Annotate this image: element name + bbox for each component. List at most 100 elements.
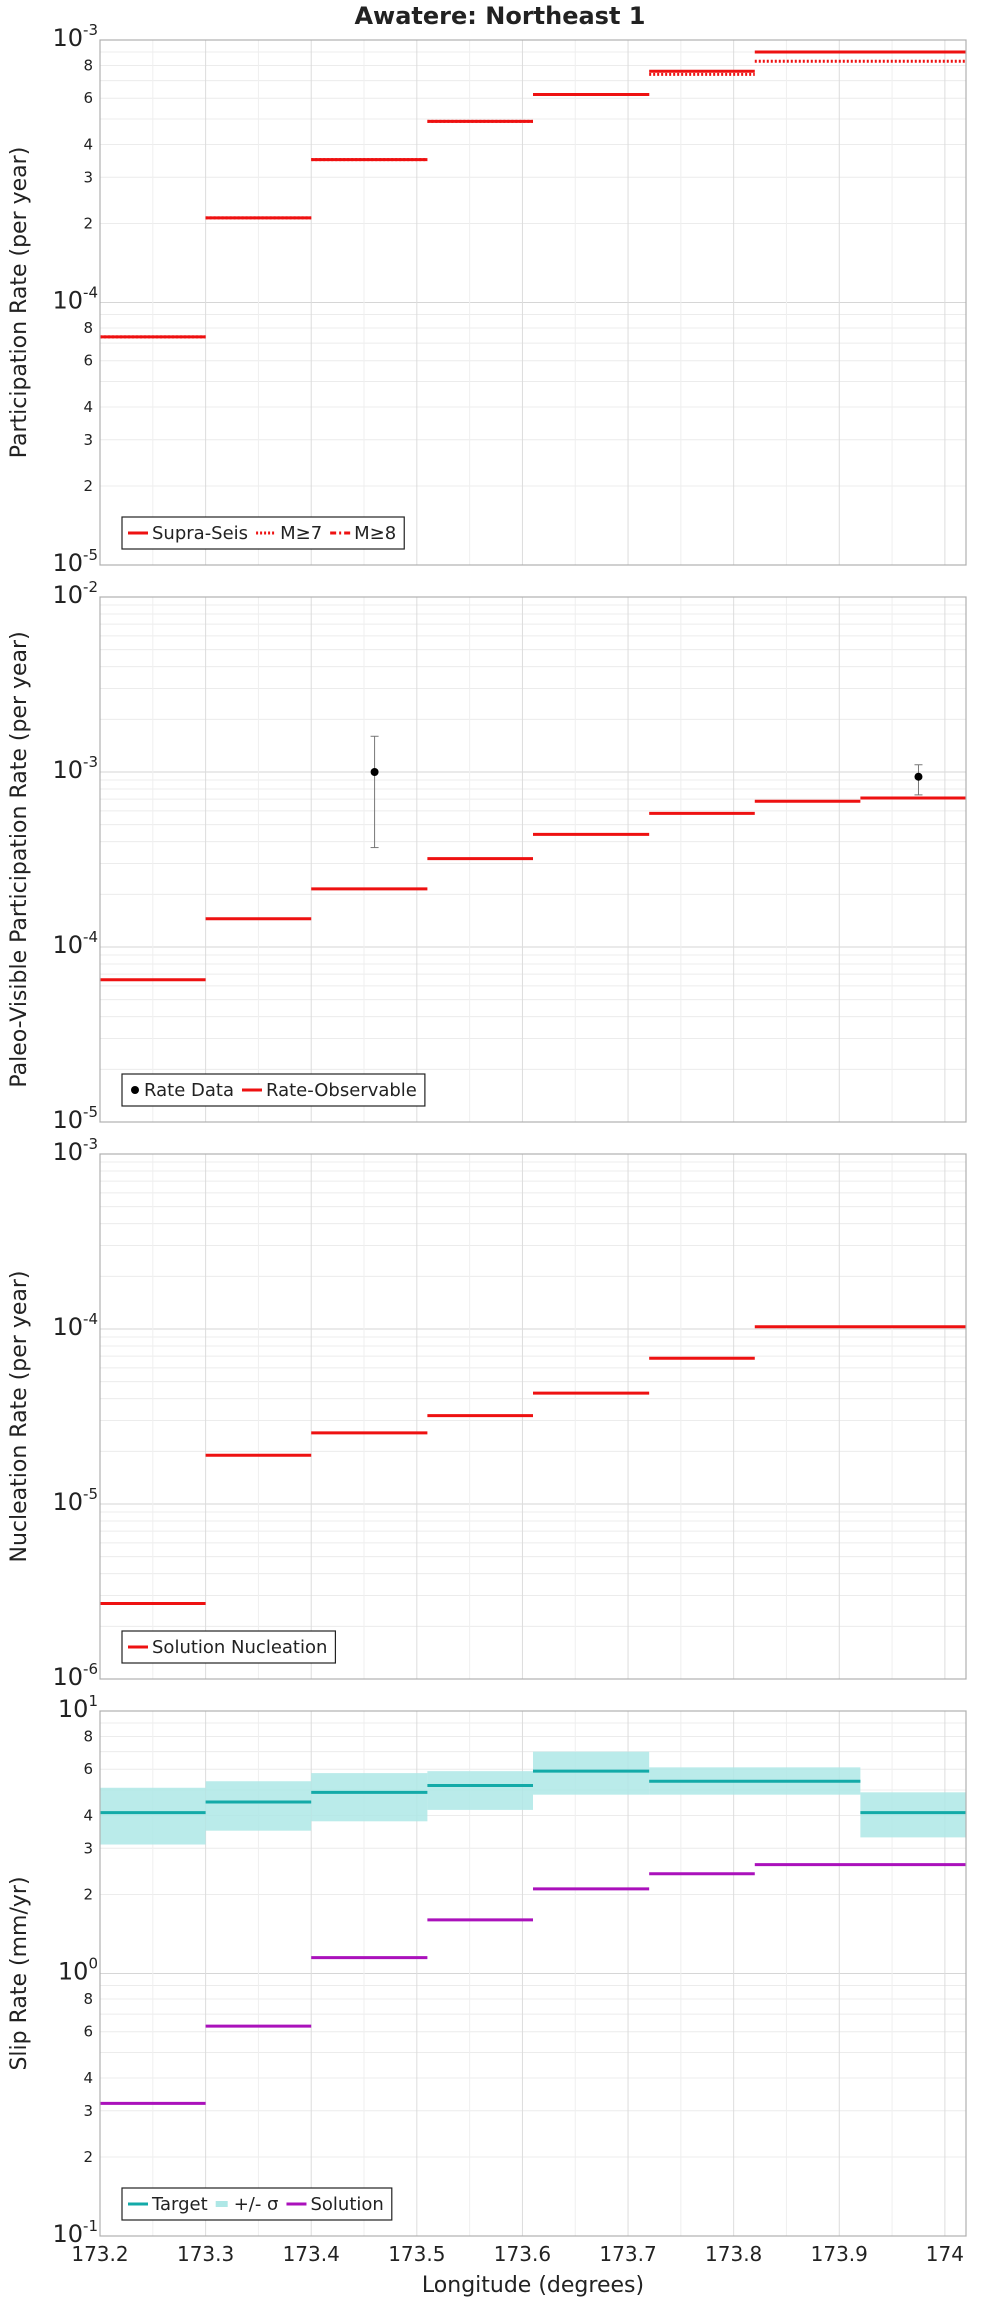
legend-item: Solution — [286, 2194, 384, 2215]
y-tick-label: 10-2 — [52, 578, 98, 609]
band-segment — [311, 1773, 428, 1822]
legend-box — [121, 2187, 393, 2221]
y-minor-tick-label: 2 — [83, 477, 93, 495]
band-segment — [100, 1787, 206, 1845]
y-minor-tick-label: 3 — [83, 1839, 93, 1857]
plot-frame — [99, 1153, 967, 1680]
y-minor-tick-label: 6 — [83, 2023, 93, 2041]
y-minor-tick-label: 3 — [83, 168, 93, 186]
y-minor-tick-label: 4 — [83, 2069, 93, 2087]
y-minor-tick-label: 8 — [83, 56, 93, 74]
band-segment — [860, 1792, 966, 1838]
y-minor-tick-label: 3 — [83, 431, 93, 449]
y-minor-tick-label: 4 — [83, 1806, 93, 1824]
legend-label: Target — [151, 2194, 208, 2215]
figure-title: Awatere: Northeast 1 — [354, 2, 645, 30]
legend-label: +/- σ — [234, 2194, 279, 2215]
y-tick-label: 10-6 — [52, 1660, 98, 1691]
legend-label: Solution Nucleation — [152, 1637, 327, 1658]
y-tick-label: 10-3 — [52, 753, 98, 784]
legend: Supra-Seis M≥7 M≥8 — [121, 516, 405, 550]
data-point-1 — [370, 735, 379, 849]
legend-item: M≥7 — [256, 523, 322, 544]
y-axis-label: Participation Rate (per year) — [7, 147, 32, 459]
band-segment — [205, 1781, 312, 1831]
x-tick-label: 173.6 — [494, 2242, 551, 2266]
x-tick-label: 173.2 — [71, 2242, 128, 2266]
legend-item: Rate-Observable — [241, 1080, 417, 1101]
x-tick-label: 173.9 — [811, 2242, 868, 2266]
y-tick-label: 10-5 — [52, 1103, 98, 1134]
x-tick-label: 173.8 — [705, 2242, 762, 2266]
series-2 — [100, 1863, 966, 2105]
legend-label: Supra-Seis — [152, 523, 248, 544]
legend-box — [121, 516, 405, 550]
y-tick-label: 10-3 — [52, 1135, 98, 1166]
series-1 — [100, 796, 966, 982]
gridlines — [99, 40, 966, 566]
y-tick-label: 10-5 — [52, 1485, 98, 1516]
y-tick-label: 10-4 — [52, 928, 98, 959]
y-axis-label: Nucleation Rate (per year) — [7, 1271, 32, 1563]
legend-item: Target — [128, 2194, 208, 2215]
y-minor-tick-label: 8 — [83, 1990, 93, 2008]
y-minor-tick-label: 8 — [83, 319, 93, 337]
rate-data-point — [914, 772, 923, 781]
y-minor-tick-label: 2 — [83, 214, 93, 232]
plot-frame — [99, 1710, 967, 2237]
legend-item: Supra-Seis — [128, 523, 248, 544]
legend-label: Solution — [310, 2194, 383, 2215]
legend-label: M≥8 — [354, 523, 396, 544]
y-minor-tick-label: 6 — [83, 352, 93, 370]
x-tick-label: 174 — [926, 2242, 964, 2266]
legend-item: +/- σ — [215, 2194, 279, 2215]
x-tick-label: 173.5 — [388, 2242, 445, 2266]
y-tick-label: 10-3 — [52, 21, 98, 52]
legend-marker — [215, 2201, 228, 2207]
legend: Solution Nucleation — [121, 1630, 337, 1664]
y-axis-label: Slip Rate (mm/yr) — [7, 1876, 32, 2070]
y-minor-tick-label: 2 — [83, 1885, 93, 1903]
band-segment — [427, 1771, 533, 1810]
y-minor-tick-label: 8 — [83, 1727, 93, 1745]
legend-box — [121, 1630, 337, 1664]
chart-panel-3: 10-6 10-5 10-4 10-3 Nucleation Rate (per yea… — [7, 1135, 967, 1691]
chart-panel-2: 10-5 10-4 10-3 10-2 Paleo-Visible Participat… — [7, 578, 967, 1134]
y-tick-label: 10-5 — [52, 546, 98, 577]
y-minor-tick-label: 4 — [83, 398, 93, 416]
legend-label: Rate Data — [144, 1080, 234, 1101]
legend: Rate Data Rate-Observable — [121, 1073, 426, 1107]
y-minor-tick-label: 6 — [83, 89, 93, 107]
y-minor-tick-label: 6 — [83, 1760, 93, 1778]
legend: Target +/- σ Solution — [121, 2187, 393, 2221]
band-segment — [533, 1751, 650, 1795]
y-tick-label: 10-4 — [52, 284, 98, 315]
y-axis-label: Paleo-Visible Participation Rate (per ye… — [7, 631, 32, 1087]
y-minor-tick-label: 2 — [83, 2148, 93, 2166]
y-minor-tick-label: 3 — [83, 2102, 93, 2120]
y-tick-label: 10-4 — [52, 1310, 98, 1341]
legend-label: M≥7 — [280, 523, 322, 544]
y-tick-label: 101 — [58, 1692, 98, 1723]
x-tick-label: 173.7 — [599, 2242, 656, 2266]
series-2 — [100, 59, 966, 339]
legend-box — [121, 1073, 426, 1107]
legend-marker — [131, 1086, 139, 1094]
rate-data-point — [370, 768, 379, 776]
x-axis-label: Longitude (degrees) — [422, 2273, 644, 2298]
plot-frame — [99, 39, 967, 566]
series-1 — [100, 1325, 966, 1606]
plot-frame — [99, 596, 967, 1123]
series-1 — [100, 1769, 966, 1815]
data-point-2 — [914, 764, 923, 796]
chart-panel-1: 10-5 10-4 10-3 2 3 4 6 8 2 3 4 6 8 Participation Rate… — [7, 21, 967, 577]
gridlines — [99, 597, 966, 1123]
legend-label: Rate-Observable — [266, 1080, 417, 1101]
x-tick-label: 173.4 — [283, 2242, 340, 2266]
y-tick-label: 100 — [58, 1955, 98, 1986]
x-tick-label: 173.3 — [177, 2242, 234, 2266]
chart-panel-4: 10-1 100 101 2 3 4 6 8 2 3 4 6 8 Slip Rate (mm/yr) 173… — [7, 1692, 967, 2298]
y-tick-label: 10-1 — [52, 2217, 98, 2248]
